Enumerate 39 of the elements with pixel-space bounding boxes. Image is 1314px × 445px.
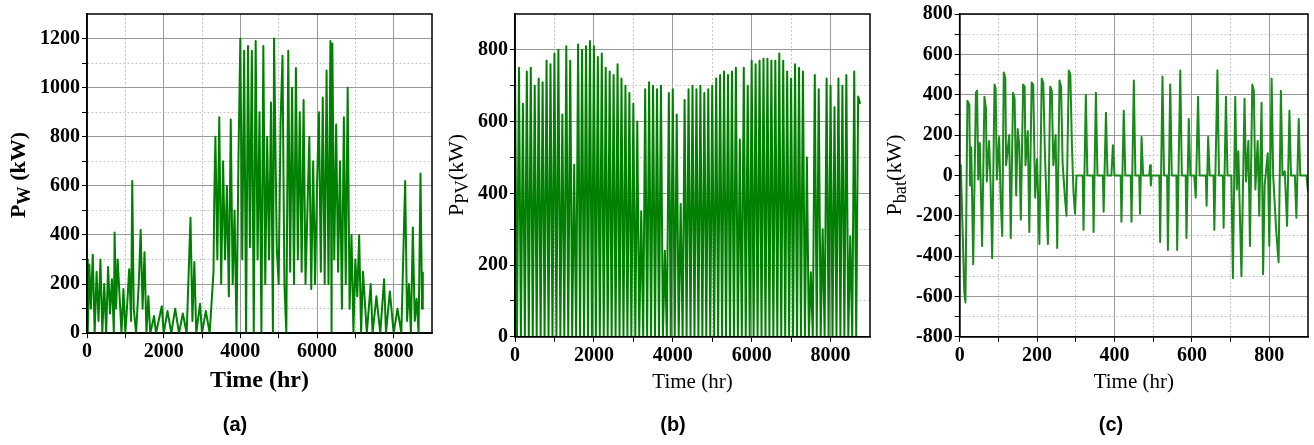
y-tick-label: 800	[50, 123, 80, 146]
y-tick-label: 1200	[40, 25, 80, 48]
x-tick-label: 800	[1254, 342, 1285, 365]
y-tick-label: 400	[478, 180, 508, 203]
x-tick-label: 400	[1099, 342, 1130, 365]
y-tick-label: 0	[70, 320, 80, 343]
x-tick-label: 8000	[373, 339, 414, 362]
y-tick-label: -800	[915, 323, 953, 346]
x-tick-label: 4000	[220, 339, 261, 362]
y-tick-label: 200	[922, 122, 953, 145]
x-axis-title: Time (hr)	[210, 365, 309, 392]
y-tick-label: -600	[915, 283, 953, 306]
x-tick-label: 4000	[652, 342, 693, 365]
y-tick-label: 600	[478, 108, 508, 131]
y-tick-label: 600	[50, 173, 80, 196]
y-tick-label: 0	[498, 323, 508, 346]
x-tick-label: 6000	[731, 342, 772, 365]
y-tick-label: 1000	[40, 74, 80, 97]
y-tick-label: 400	[922, 81, 953, 104]
x-tick-label: 200	[1022, 342, 1053, 365]
y-tick-label: 800	[478, 37, 508, 60]
y-tick-label: -200	[915, 202, 953, 225]
y-tick-label: 800	[922, 1, 953, 24]
y-tick-label: -400	[915, 243, 953, 266]
x-tick-label: 8000	[810, 342, 851, 365]
x-tick-label: 600	[1176, 342, 1207, 365]
x-axis-title: Time (hr)	[652, 368, 733, 393]
text: (c)	[1098, 412, 1124, 435]
y-tick-label: 200	[478, 252, 508, 275]
x-axis-title: Time (hr)	[1093, 368, 1174, 393]
y-tick-label: 0	[942, 162, 953, 185]
x-tick-label: 2000	[573, 342, 614, 365]
y-tick-label: 200	[50, 271, 80, 294]
y-tick-label: 400	[50, 222, 80, 245]
x-tick-label: 6000	[297, 339, 337, 362]
text: (a)	[222, 412, 248, 435]
text: (b)	[660, 412, 686, 435]
y-tick-label: 600	[922, 41, 953, 64]
x-tick-label: 2000	[143, 339, 184, 362]
